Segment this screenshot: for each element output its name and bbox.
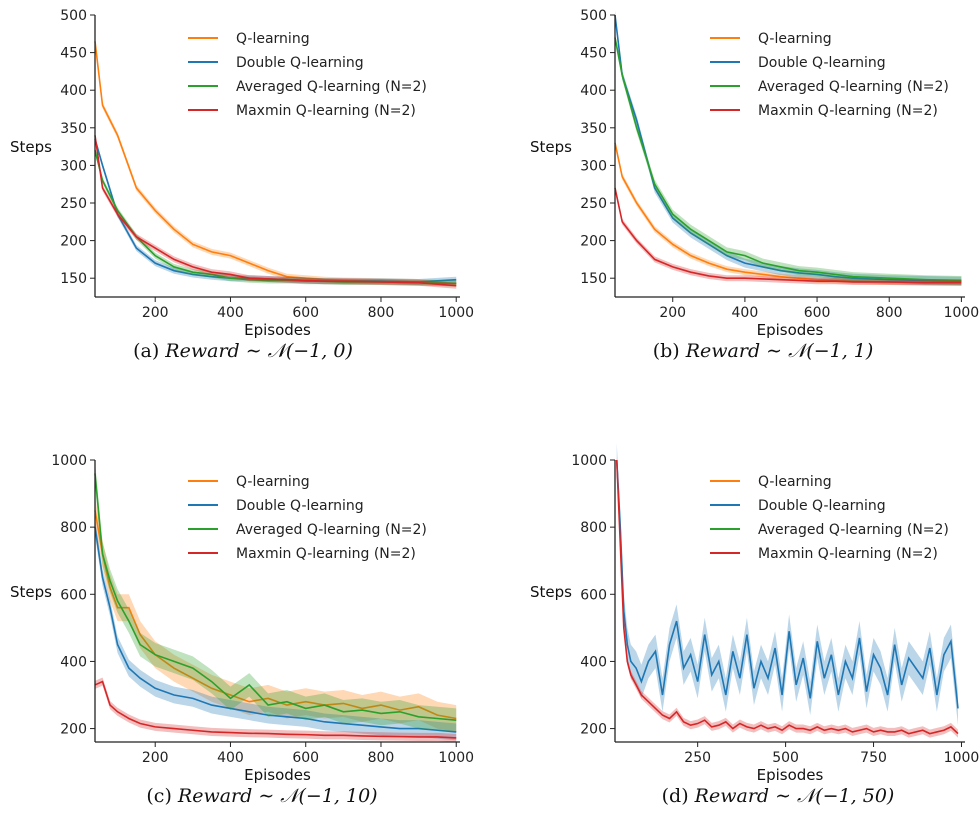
legend-label: Double Q-learning: [236, 498, 364, 514]
y-axis-label: Steps: [530, 583, 572, 601]
series-band-0: [95, 496, 457, 732]
chart-panel-a: 200 400 600 800 1000 150 200 250 300 350 400 450 500…: [10, 8, 474, 362]
legend-label: Maxmin Q-learning (N=2): [758, 103, 938, 119]
y-tick-label: 150: [60, 271, 87, 287]
y-tick-label: 200: [580, 722, 607, 738]
series-line-3: [615, 459, 959, 735]
chart-panel-b: 200 400 600 800 1000 150 200 250 300 350 400 450 500…: [530, 8, 979, 362]
y-tick-label: 400: [580, 83, 607, 99]
panel-caption: (d) Reward ∼ 𝒩(−1, 50): [662, 785, 895, 807]
y-tick-label: 200: [60, 722, 87, 738]
y-tick-label: 800: [580, 520, 607, 536]
y-tick-label: 1000: [571, 453, 607, 469]
series-band-2: [95, 461, 457, 732]
x-tick-label: 750: [860, 750, 887, 766]
x-axis-label: Episodes: [757, 766, 824, 784]
legend-label: Double Q-learning: [758, 498, 886, 514]
x-tick-label: 800: [368, 305, 395, 321]
series-line-2: [94, 150, 457, 285]
x-tick-label: 400: [217, 305, 244, 321]
x-tick-label: 200: [142, 305, 169, 321]
series-band-2: [95, 147, 457, 287]
y-tick-label: 250: [60, 196, 87, 212]
y-axis-label: Steps: [530, 138, 572, 156]
x-tick-label: 500: [772, 750, 799, 766]
series-line-2: [94, 473, 457, 721]
y-tick-label: 350: [60, 121, 87, 137]
y-tick-label: 250: [580, 196, 607, 212]
x-tick-label: 200: [142, 750, 169, 766]
y-tick-label: 200: [580, 234, 607, 250]
y-tick-label: 400: [580, 654, 607, 670]
x-tick-label: 200: [659, 305, 686, 321]
x-tick-label: 1000: [438, 750, 474, 766]
series-line-0: [94, 510, 457, 720]
x-axis-label: Episodes: [244, 766, 311, 784]
y-tick-label: 400: [60, 654, 87, 670]
y-tick-label: 200: [60, 234, 87, 250]
series-band-1: [95, 136, 457, 285]
series-band-3: [95, 132, 457, 289]
y-tick-label: 150: [580, 271, 607, 287]
y-tick-label: 300: [60, 158, 87, 174]
series-line-3: [94, 135, 457, 287]
legend-label: Maxmin Q-learning (N=2): [758, 546, 938, 562]
series-band-3: [95, 677, 457, 742]
legend-label: Double Q-learning: [236, 55, 364, 71]
y-tick-label: 350: [580, 121, 607, 137]
x-tick-label: 400: [217, 750, 244, 766]
legend-label: Averaged Q-learning (N=2): [236, 79, 427, 95]
x-tick-label: 1000: [438, 305, 474, 321]
y-tick-label: 300: [580, 158, 607, 174]
panel-caption: (b) Reward ∼ 𝒩(−1, 1): [653, 340, 874, 362]
legend-label: Averaged Q-learning (N=2): [758, 79, 949, 95]
y-axis-label: Steps: [10, 138, 52, 156]
series-line-1: [615, 459, 959, 709]
legend-label: Averaged Q-learning (N=2): [236, 522, 427, 538]
legend-label: Maxmin Q-learning (N=2): [236, 103, 416, 119]
x-tick-label: 800: [368, 750, 395, 766]
x-tick-label: 1000: [944, 305, 980, 321]
y-axis-label: Steps: [10, 583, 52, 601]
legend-label: Q-learning: [236, 474, 310, 490]
legend-label: Averaged Q-learning (N=2): [758, 522, 949, 538]
y-tick-label: 600: [580, 587, 607, 603]
series-band-1: [615, 10, 962, 286]
series-line-3: [614, 187, 962, 284]
panel-caption: (c) Reward ∼ 𝒩(−1, 10): [146, 785, 377, 807]
y-tick-label: 450: [580, 46, 607, 62]
x-tick-label: 250: [684, 750, 711, 766]
legend-label: Q-learning: [758, 474, 832, 490]
y-tick-label: 450: [60, 46, 87, 62]
y-tick-label: 1000: [51, 453, 87, 469]
x-tick-label: 600: [804, 305, 831, 321]
x-tick-label: 600: [292, 750, 319, 766]
x-tick-label: 400: [732, 305, 759, 321]
x-tick-label: 1000: [944, 750, 980, 766]
chart-panel-c: 200 400 600 800 1000 200 400 600 800 1000 Episodes…: [10, 453, 474, 807]
legend-label: Maxmin Q-learning (N=2): [236, 546, 416, 562]
x-axis-label: Episodes: [757, 321, 824, 339]
legend-label: Double Q-learning: [758, 55, 886, 71]
series-line-1: [94, 527, 457, 733]
y-tick-label: 500: [60, 8, 87, 24]
series-line-2: [614, 37, 962, 282]
legend-label: Q-learning: [758, 31, 832, 47]
y-tick-label: 400: [60, 83, 87, 99]
y-tick-label: 600: [60, 587, 87, 603]
panel-caption: (a) Reward ∼ 𝒩(−1, 0): [133, 340, 353, 362]
series-line-3: [94, 680, 457, 739]
y-tick-label: 500: [580, 8, 607, 24]
x-axis-label: Episodes: [244, 321, 311, 339]
legend-label: Q-learning: [236, 31, 310, 47]
chart-panel-d: 250 500 750 1000 200 400 600 800 1000 Episodes Ste…: [530, 443, 979, 807]
x-tick-label: 800: [876, 305, 903, 321]
x-tick-label: 600: [292, 305, 319, 321]
y-tick-label: 800: [60, 520, 87, 536]
